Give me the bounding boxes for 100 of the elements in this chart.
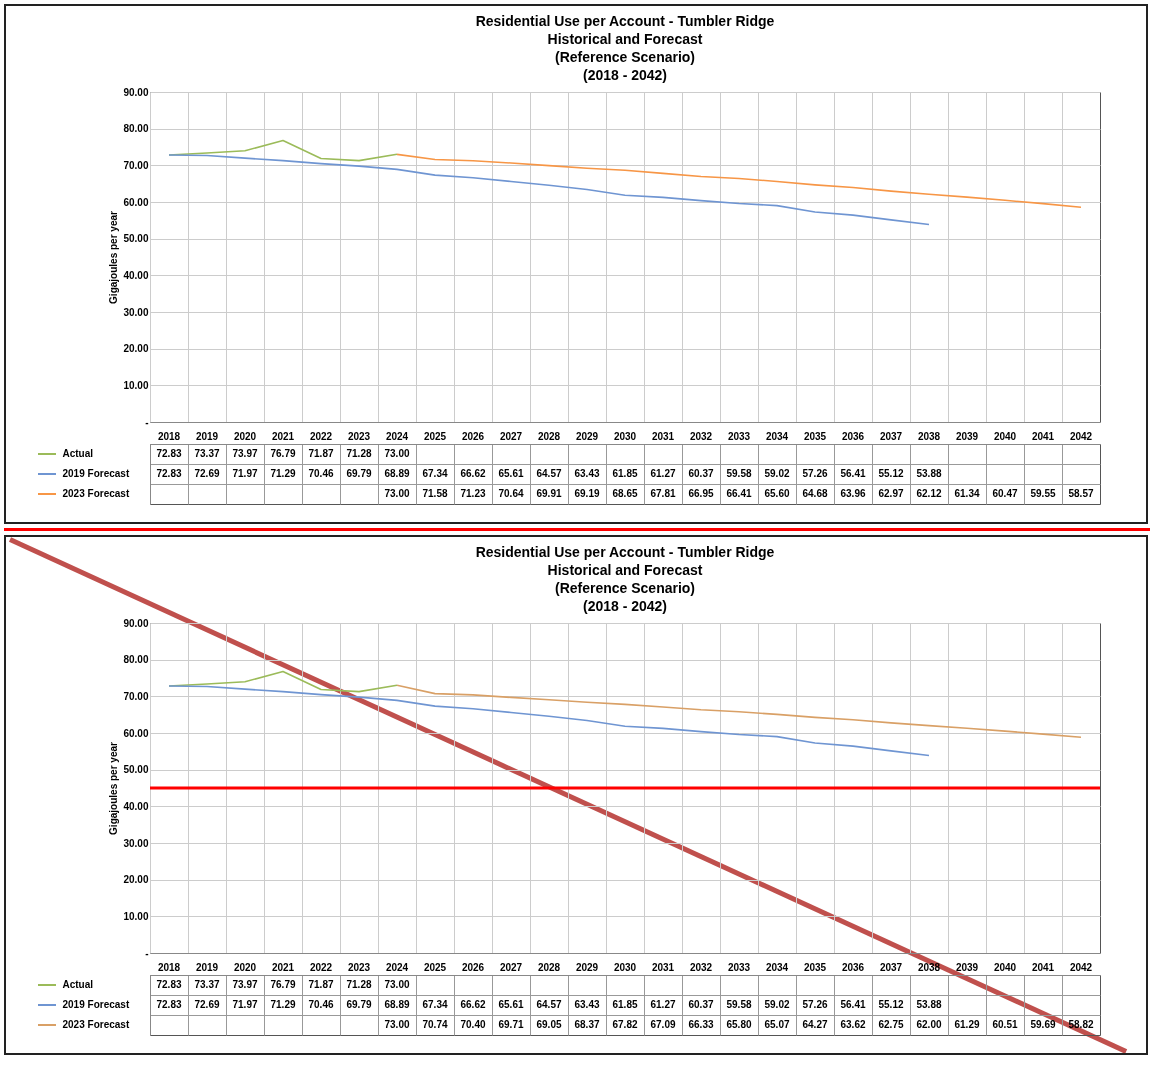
data-label: 60.37: [688, 468, 714, 479]
data-label: 63.43: [574, 468, 600, 479]
data-label: 67.34: [422, 999, 448, 1010]
x-tick-label: 2042: [1069, 961, 1093, 973]
x-tick-label: 2036: [841, 430, 865, 442]
chart-title: Residential Use per Account - Tumbler Ridge Historical and Forecast (Reference Scenario) (2018 - 2042): [475, 544, 775, 614]
y-tick-label: 10.00: [123, 910, 149, 922]
data-label: 61.34: [954, 488, 980, 499]
x-tick-label: 2022: [309, 961, 333, 973]
x-tick-label: 2020: [233, 430, 257, 442]
legend-label: Actual: [62, 448, 94, 459]
data-label: 59.58: [726, 999, 752, 1010]
data-label: 55.12: [878, 468, 904, 479]
x-tick-label: 2025: [423, 430, 447, 442]
data-label: 71.28: [346, 448, 372, 459]
data-label: 69.19: [574, 488, 600, 499]
data-label: 61.27: [650, 999, 676, 1010]
data-label: 69.05: [536, 1019, 562, 1030]
data-label: 72.83: [156, 999, 182, 1010]
data-label: 76.79: [270, 979, 296, 990]
x-tick-label: 2022: [309, 430, 333, 442]
x-tick-label: 2035: [803, 961, 827, 973]
data-label: 62.12: [916, 488, 942, 499]
data-label: 62.75: [878, 1019, 904, 1030]
data-label: 56.41: [840, 999, 866, 1010]
data-label: 59.58: [726, 468, 752, 479]
data-label: 66.95: [688, 488, 714, 499]
data-label: 64.57: [536, 468, 562, 479]
legend-label: 2019 Forecast: [62, 999, 130, 1010]
data-label: 60.51: [992, 1019, 1018, 1030]
x-tick-label: 2032: [689, 430, 713, 442]
data-label: 59.55: [1030, 488, 1056, 499]
x-tick-label: 2021: [271, 961, 295, 973]
data-label: 64.57: [536, 999, 562, 1010]
data-label: 59.02: [764, 999, 790, 1010]
y-axis-title: Gigajoules per year: [108, 210, 120, 304]
x-tick-label: 2035: [803, 430, 827, 442]
x-tick-label: 2028: [537, 430, 561, 442]
data-label: 61.85: [612, 468, 638, 479]
x-tick-label: 2023: [347, 430, 371, 442]
data-label: 73.97: [232, 979, 258, 990]
x-tick-label: 2025: [423, 961, 447, 973]
data-label: 65.61: [498, 999, 524, 1010]
data-label: 71.29: [270, 468, 296, 479]
x-tick-label: 2027: [499, 430, 523, 442]
x-tick-label: 2041: [1031, 961, 1055, 973]
x-tick-label: 2040: [993, 961, 1017, 973]
data-label: 69.71: [498, 1019, 524, 1030]
data-label: 73.37: [194, 448, 220, 459]
data-label: 69.79: [346, 468, 372, 479]
y-tick-label: 20.00: [123, 874, 149, 886]
x-tick-label: 2019: [195, 430, 219, 442]
y-tick-label: 70.00: [123, 690, 149, 702]
x-tick-label: 2018: [157, 961, 181, 973]
data-label: 57.26: [802, 468, 828, 479]
data-label: 73.97: [232, 448, 258, 459]
x-tick-label: 2033: [727, 961, 751, 973]
x-tick-label: 2036: [841, 961, 865, 973]
data-label: 63.96: [840, 488, 866, 499]
x-tick-label: 2030: [613, 430, 637, 442]
data-label: 66.62: [460, 999, 486, 1010]
data-label: 66.33: [688, 1019, 714, 1030]
data-label: 71.29: [270, 999, 296, 1010]
y-tick-label: 20.00: [123, 343, 149, 355]
x-tick-label: 2020: [233, 961, 257, 973]
x-tick-label: 2030: [613, 961, 637, 973]
x-tick-label: 2037: [879, 430, 903, 442]
legend-label: Actual: [62, 979, 94, 990]
data-label: 65.60: [764, 488, 790, 499]
data-label: 71.97: [232, 468, 258, 479]
data-label: 70.64: [498, 488, 524, 499]
data-label: 68.89: [384, 999, 410, 1010]
x-tick-label: 2037: [879, 961, 903, 973]
data-label: 61.27: [650, 468, 676, 479]
data-label: 61.29: [954, 1019, 980, 1030]
data-label: 73.00: [384, 979, 410, 990]
y-tick-label: 40.00: [123, 269, 149, 281]
x-tick-label: 2024: [385, 430, 409, 442]
data-label: 53.88: [916, 468, 942, 479]
y-tick-label: 80.00: [123, 123, 149, 135]
data-label: 73.00: [384, 488, 410, 499]
x-tick-label: 2029: [575, 961, 599, 973]
legend-label: 2019 Forecast: [62, 468, 130, 479]
x-tick-label: 2040: [993, 430, 1017, 442]
x-tick-label: 2032: [689, 961, 713, 973]
data-label: 68.65: [612, 488, 638, 499]
data-label: 70.46: [308, 468, 334, 479]
data-label: 67.82: [612, 1019, 638, 1030]
data-label: 73.00: [384, 448, 410, 459]
data-label: 71.28: [346, 979, 372, 990]
data-label: 72.69: [194, 468, 220, 479]
data-label: 63.43: [574, 999, 600, 1010]
y-tick-label: 90.00: [123, 617, 149, 629]
data-label: 69.91: [536, 488, 562, 499]
data-label: 58.82: [1068, 1019, 1094, 1030]
data-label: 72.83: [156, 448, 182, 459]
data-label: 55.12: [878, 999, 904, 1010]
data-label: 68.89: [384, 468, 410, 479]
data-label: 70.40: [460, 1019, 486, 1030]
data-label: 71.87: [308, 448, 334, 459]
